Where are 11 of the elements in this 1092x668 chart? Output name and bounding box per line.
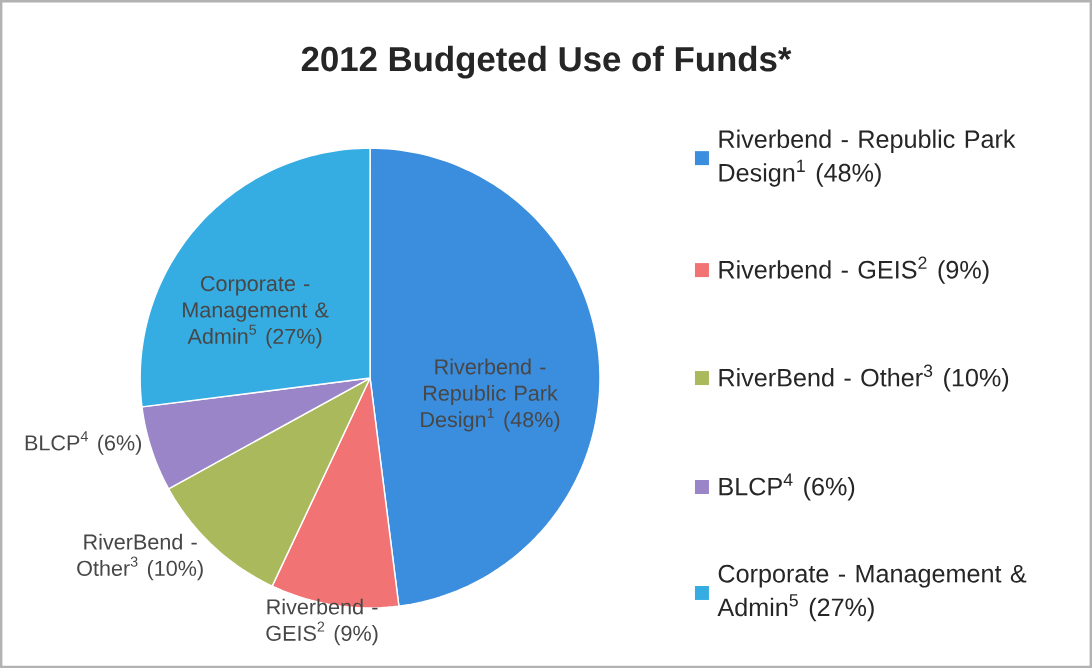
slice-label: Riverbend - Republic Park Design$^{1}$ (48%) [421,358,560,432]
legend-label: Corporate - Management & Admin$^{5}$ (27%) [717,564,1027,622]
slice-label: RiverBend - Other$^{3}$ (10%) [77,533,203,581]
slice-label: BLCP$^{4}$ (6%) [25,431,142,455]
slice-label: Corporate - Management & Admin$^{5}$ (27%) [183,275,329,349]
slice-label: Riverbend - GEIS$^{2}$ (9%) [266,598,378,646]
legend-label: Riverbend - Republic Park Design$^{1}$ (48%) [719,129,1016,187]
chart-title: 2012 Budgeted Use of Funds* [301,45,792,79]
legend-label: BLCP$^{4}$ (6%) [719,473,855,501]
legend-label: RiverBend - Other$^{3}$ (10%) [719,364,1009,392]
legend-label: Riverbend - GEIS$^{2}$ (9%) [719,256,989,284]
